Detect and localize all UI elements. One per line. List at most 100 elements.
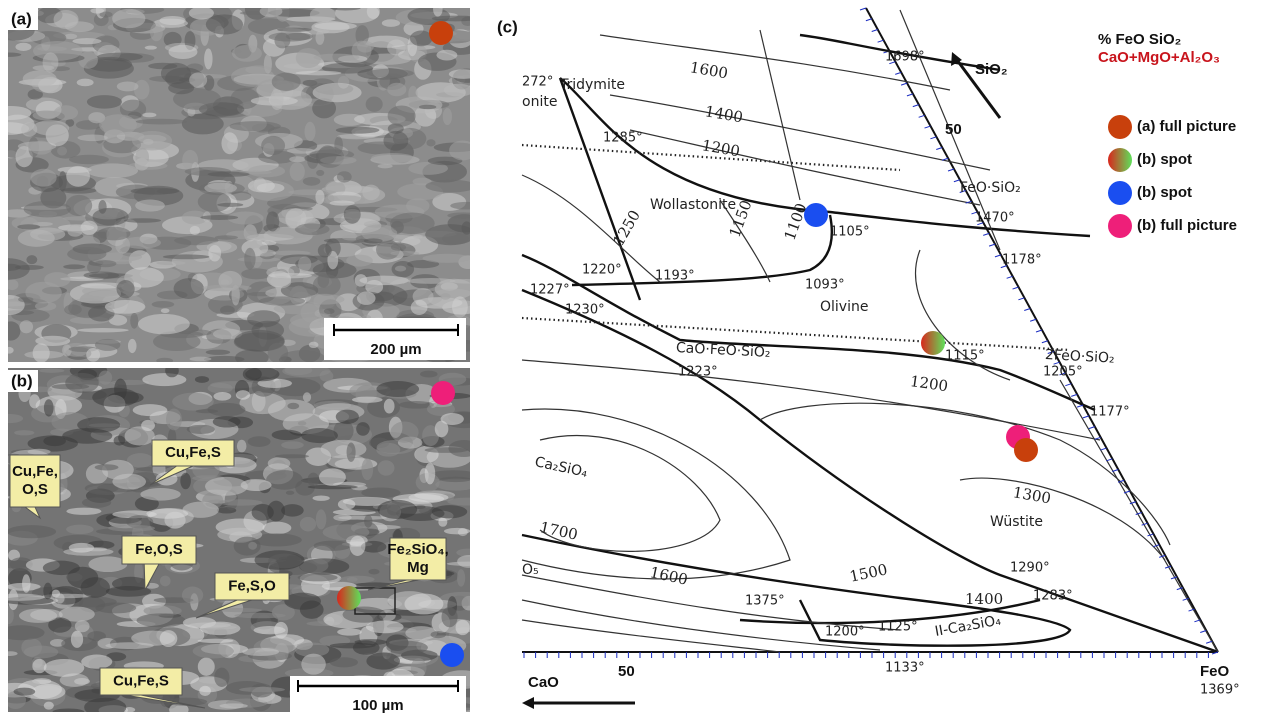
isotherm	[760, 30, 800, 200]
legend: % FeO SiO₂ CaO+MgO+Al₂O₃ (a) full pictur…	[1098, 31, 1237, 238]
isotherm-label: 1500	[848, 560, 889, 586]
grain	[6, 279, 19, 290]
grain	[313, 54, 359, 61]
grain	[310, 7, 336, 23]
grain	[449, 141, 476, 161]
grain	[217, 203, 243, 207]
grain	[366, 69, 414, 78]
grain	[160, 630, 178, 647]
grain	[248, 436, 271, 447]
legend-marker	[1108, 115, 1132, 139]
grain	[64, 34, 77, 40]
isotherm-label: 1600	[648, 563, 689, 589]
grain	[19, 609, 57, 623]
grain	[346, 255, 373, 267]
page: Figure html, body { margin: 0; padding: …	[0, 0, 1273, 718]
grain	[270, 89, 283, 110]
isotherm-label: 1400	[704, 102, 745, 126]
grain	[24, 201, 71, 217]
grain	[172, 393, 214, 411]
temperature-label: 1290°	[1010, 561, 1050, 576]
grain	[152, 301, 175, 308]
marker	[431, 381, 455, 405]
grain	[236, 390, 250, 400]
phase-label: Wüstite	[990, 514, 1043, 530]
grain	[352, 397, 383, 403]
grain	[65, 373, 99, 393]
tick	[1083, 416, 1089, 418]
grain	[95, 602, 136, 613]
grain	[66, 166, 90, 187]
grain	[190, 357, 212, 362]
grain	[67, 226, 82, 237]
tick	[1106, 459, 1112, 461]
grain	[238, 257, 280, 262]
grain	[333, 514, 351, 521]
grain	[84, 271, 120, 279]
grain	[95, 464, 119, 470]
grain	[378, 460, 395, 475]
grain	[337, 171, 352, 182]
grain	[408, 493, 448, 502]
grain	[26, 255, 37, 264]
grain	[136, 119, 187, 125]
grain	[309, 342, 319, 348]
grain	[187, 425, 215, 434]
grain	[420, 371, 437, 378]
grain	[298, 421, 307, 425]
grain	[357, 292, 376, 305]
grain	[301, 428, 338, 443]
temperature-label: 1223°	[678, 365, 718, 380]
marker	[429, 21, 453, 45]
legend-label: (a) full picture	[1137, 118, 1236, 135]
grain	[99, 114, 137, 135]
grain	[252, 504, 274, 521]
grain	[208, 245, 221, 262]
grain	[190, 226, 200, 235]
grain	[411, 300, 428, 315]
grain	[112, 474, 146, 490]
grain	[413, 234, 423, 239]
axe-label: SiO₂	[975, 61, 1008, 78]
grain	[17, 224, 40, 229]
temperature-label: 1220°	[582, 263, 622, 278]
grain	[266, 470, 303, 490]
temperature-label: 1369°	[1200, 683, 1240, 698]
grain	[213, 416, 241, 428]
grain	[44, 399, 54, 416]
grain	[133, 404, 168, 416]
tick	[1013, 287, 1019, 289]
callout-text: Mg	[407, 559, 429, 576]
grain	[24, 646, 58, 659]
grain	[355, 274, 367, 287]
grain	[313, 495, 330, 500]
grain	[44, 659, 85, 677]
grain	[124, 218, 161, 223]
grain	[262, 241, 277, 246]
tick	[1101, 448, 1107, 450]
grain	[432, 505, 468, 518]
grain	[98, 200, 106, 214]
grain	[43, 436, 66, 446]
grain	[239, 687, 285, 692]
temperature-label: 1283°	[1033, 589, 1073, 604]
phase-label: Ca₂SiO₄	[533, 454, 589, 481]
grain	[444, 528, 470, 534]
grain	[182, 113, 224, 134]
grain	[142, 113, 156, 118]
tick	[1018, 298, 1024, 300]
axe-label: FeO	[1200, 663, 1230, 680]
tick	[995, 255, 1001, 257]
grain	[298, 256, 311, 271]
grain	[447, 212, 479, 218]
grain	[135, 158, 149, 171]
grain	[442, 233, 469, 244]
tick	[907, 94, 913, 96]
grain	[368, 569, 379, 575]
grain	[281, 441, 304, 449]
grain	[314, 22, 356, 30]
grain	[286, 491, 294, 495]
grain	[275, 454, 309, 458]
isotherm-label: 1600	[689, 58, 730, 82]
grain	[366, 97, 383, 112]
